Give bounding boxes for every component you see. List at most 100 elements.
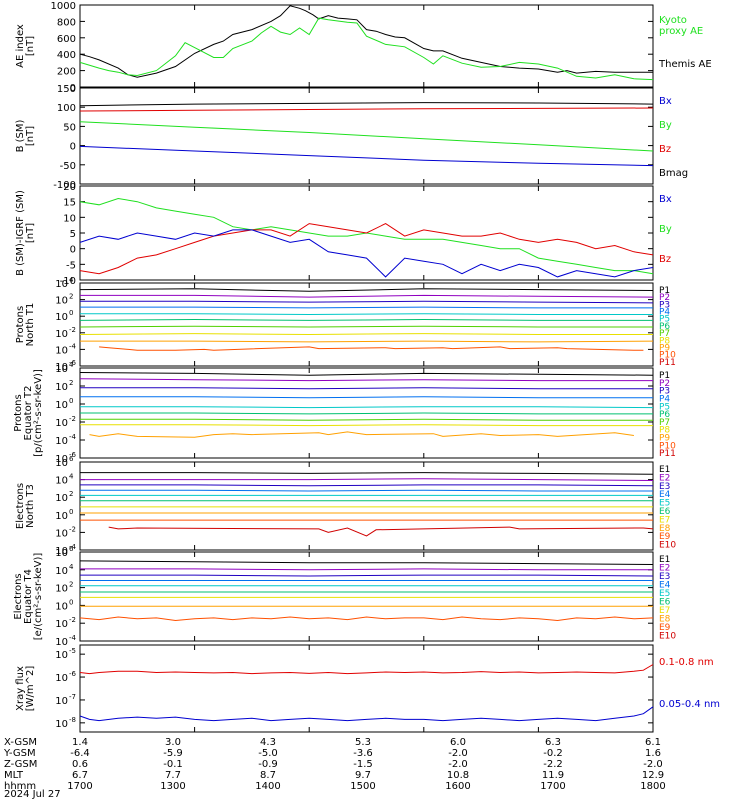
- x-axis-row-label: Z-GSM: [4, 759, 37, 770]
- x-axis-value: 6.0: [450, 737, 466, 748]
- y-tick-label: 0: [70, 142, 76, 153]
- legend-label: Bz: [659, 144, 671, 155]
- y-tick-label: 10: [55, 650, 68, 661]
- legend-label: E8: [659, 524, 671, 534]
- y-tick-label: 20: [63, 182, 76, 193]
- legend-label: P10: [659, 351, 676, 361]
- x-axis-value: 5.3: [355, 737, 371, 748]
- y-tick-label: 10: [55, 548, 68, 559]
- y-tick-exponent: 2: [69, 490, 73, 498]
- panel-digrf: 20 15 10 5 0 -5 -10 B (SM)-IGRF (SM) [nT] Bx By Bz: [15, 182, 672, 287]
- y-tick-label: 200: [57, 67, 76, 78]
- y-tick-label: 10: [55, 546, 68, 557]
- y-tick-exponent: -2: [69, 616, 76, 624]
- plot-frame: [79, 87, 654, 185]
- legend-label: E4: [659, 490, 671, 500]
- x-axis-value: 1300: [160, 781, 185, 792]
- legend-label: E5: [659, 589, 670, 599]
- y-tick-label: 10: [55, 382, 68, 393]
- series-line: [80, 412, 653, 415]
- y-tick-exponent: -2: [69, 415, 76, 423]
- plot-frame: [79, 4, 654, 88]
- x-axis-value: -3.6: [353, 748, 373, 759]
- series-line: [80, 306, 653, 309]
- y-tick-label: 5: [70, 229, 76, 240]
- y-tick-label: 10: [55, 312, 68, 323]
- y-tick-label: 50: [63, 122, 76, 133]
- series-line: [80, 300, 654, 304]
- legend-label: P3: [659, 387, 670, 397]
- y-tick-exponent: -6: [69, 451, 77, 459]
- series-line: [89, 431, 634, 438]
- y-tick-exponent: 2: [69, 379, 73, 387]
- y-tick-label: 10: [55, 345, 68, 356]
- plot-frame: [79, 461, 654, 551]
- x-axis-rows: X-GSM 1.4 3.0 4.3 5.3 6.0 6.3 6.1Y-GSM -6.4 -5.9-…: [3, 737, 666, 800]
- series-line: [79, 5, 653, 78]
- x-axis-value: -2.0: [448, 748, 468, 759]
- legend-label: E2: [659, 564, 670, 574]
- x-axis-value: 1500: [350, 781, 375, 792]
- series-line: [79, 378, 653, 382]
- series-line: [79, 560, 654, 565]
- y-tick-label: -5: [66, 260, 76, 271]
- series-line: [79, 318, 653, 321]
- y-axis-label: B (SM): [15, 119, 26, 152]
- y-tick-label: 800: [57, 17, 76, 28]
- legend-label: E10: [659, 632, 676, 642]
- legend-label: Bz: [659, 254, 671, 265]
- y-axis-label: AE index: [15, 24, 26, 68]
- y-tick-label: 10: [55, 619, 68, 630]
- y-axis-label: Protons: [15, 306, 26, 343]
- y-tick-label: 10: [55, 476, 68, 487]
- series-line: [79, 229, 654, 278]
- legend-label: P11: [659, 358, 676, 368]
- legend-label: P7: [659, 418, 670, 428]
- legend-label: P3: [659, 300, 670, 310]
- x-axis-value: 9.7: [355, 770, 371, 781]
- series-line: [79, 333, 653, 336]
- y-tick-label: 10: [63, 213, 76, 224]
- legend-label: P9: [659, 343, 670, 353]
- x-axis-row-label: MLT: [4, 770, 24, 781]
- y-tick-label: 15: [63, 198, 76, 209]
- x-axis-value: -5.0: [258, 748, 278, 759]
- legend-label: E4: [659, 581, 671, 591]
- series-line: [80, 472, 654, 475]
- series-line: [80, 418, 653, 421]
- plot-frame: [79, 282, 654, 367]
- x-axis-value: 1700: [540, 781, 565, 792]
- series-line: [79, 145, 654, 167]
- x-axis-value: -0.2: [543, 748, 563, 759]
- y-tick-exponent: 0: [69, 397, 73, 405]
- panel-bsm: 150 100 50 0 -50 -100 B (SM) [nT] Bx By Bz Bmag: [15, 84, 688, 191]
- legend-label: E1: [659, 555, 670, 565]
- y-tick-exponent: 0: [69, 598, 73, 606]
- y-tick-label: 1000: [51, 1, 76, 12]
- series-line: [79, 121, 654, 152]
- date-label: 2024 Jul 27: [4, 789, 61, 800]
- y-tick-exponent: -2: [69, 525, 76, 533]
- legend-label: E7: [659, 606, 670, 616]
- x-axis-value: 0.6: [72, 759, 88, 770]
- x-axis-row-label: X-GSM: [4, 737, 37, 748]
- y-tick-label: 10: [55, 584, 68, 595]
- series-line: [79, 102, 654, 107]
- legend-label: E9: [659, 623, 671, 633]
- series-line: [80, 313, 653, 316]
- y-tick-label: 10: [55, 418, 68, 429]
- series-line: [80, 574, 654, 577]
- x-axis-value: 1800: [640, 781, 665, 792]
- y-tick-exponent: -4: [69, 433, 77, 441]
- legend-label: Themis AE: [658, 59, 712, 70]
- series-line: [80, 396, 653, 399]
- series-line: [80, 424, 653, 427]
- legend-label: E6: [659, 507, 671, 517]
- y-tick-label: 10: [55, 400, 68, 411]
- y-axis-label: [p/(cm²-s-sr-keV)]: [33, 369, 44, 457]
- legend-label: E7: [659, 515, 670, 525]
